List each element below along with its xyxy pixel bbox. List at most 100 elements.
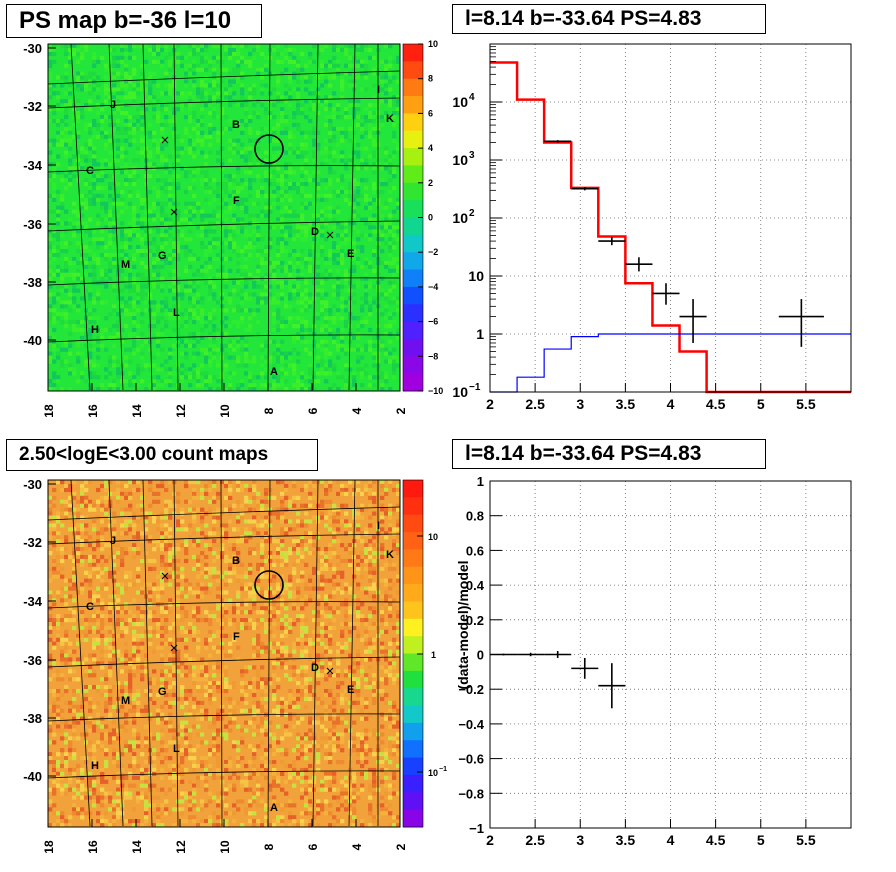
count-source-label-F: F [233, 631, 240, 643]
residual-xtick-label-6: 5 [757, 832, 765, 848]
count-grid-lon-7 [348, 479, 356, 827]
spectrum-xtick-label-3: 3.5 [616, 396, 636, 412]
ps-source-label-F: F [233, 195, 240, 207]
count-colorbar-step-16 [403, 757, 423, 776]
ps-source-label-I: I [377, 84, 380, 96]
count-grid-lat-5 [47, 770, 401, 779]
ps-colorbar-step-1 [403, 61, 423, 80]
ps-colorbar-step-9 [403, 200, 423, 218]
ps-colorbar-step-4 [403, 113, 423, 132]
residual-xtick-label-4: 4 [667, 832, 675, 848]
residual-xtick-label-1: 2.5 [525, 832, 545, 848]
ps-grid-lat-5 [47, 334, 401, 343]
ps-grid-lat-3 [47, 220, 401, 232]
count-map-pixels [48, 480, 401, 828]
count-xtick-label-8: 2 [394, 843, 408, 850]
ps-xtick-label-6: 6 [306, 407, 320, 414]
ps-source-label-A: A [270, 366, 278, 378]
residual-plot: 2 2.5 3 3.5 4 4.5 5 5.5 1 0.8 0.6 0.4 0.2 0 −0.2 −0.4 −0… [455, 474, 852, 848]
count-map-title: 2.50<logE<3.00 count maps [6, 439, 318, 471]
ps-colorbar-step-2 [403, 78, 423, 97]
ps-cross-0 [161, 136, 169, 144]
residual-ytick-label-0: 1 [477, 474, 484, 489]
count-grid-lon-5 [267, 479, 271, 827]
spectrum-xtick-label-5: 4.5 [706, 396, 726, 412]
count-colorbar-step-19 [403, 809, 423, 828]
ps-colorbar-step-13 [403, 269, 423, 288]
count-xtick-label-1: 16 [86, 840, 100, 854]
residual-ytick-label-5: 0 [477, 648, 484, 663]
ps-ytick-label-3: -36 [23, 217, 42, 232]
ps-source-circle [254, 134, 284, 164]
count-source-label-A: A [270, 802, 278, 814]
ps-grid-lat-2 [47, 165, 401, 173]
count-colorbar-step-15 [403, 740, 423, 759]
spectrum-xtick-label-0: 2 [486, 396, 494, 412]
spectrum-ytick-exp-0: 4 [469, 92, 475, 103]
count-source-label-M: M [121, 695, 130, 707]
ps-source-label-B: B [232, 119, 240, 131]
count-xtick-label-3: 12 [174, 840, 188, 854]
ps-grid-lon-5 [267, 43, 271, 391]
spectrum-series-1 [490, 333, 851, 393]
count-xtick-label-0: 18 [42, 840, 56, 854]
ps-cbtick-label-1: 8 [428, 74, 433, 84]
count-source-label-L: L [173, 743, 180, 755]
residual-ytick-label-6: −0.2 [458, 682, 484, 697]
spectrum-ytick-exp-5: −1 [469, 382, 481, 393]
count-ytick-label-2: -34 [23, 594, 43, 609]
spectrum-ytick-label-4: 1 [476, 326, 484, 342]
count-colorbar-step-6 [403, 584, 423, 602]
ps-xtick-label-7: 4 [350, 407, 364, 414]
count-grid-lon-3 [173, 479, 179, 827]
ps-source-label-D: D [311, 226, 319, 238]
ps-cbtick-label-7: −4 [428, 282, 438, 292]
ps-cbtick-label-0: 10 [428, 39, 438, 49]
ps-colorbar-step-6 [403, 148, 423, 166]
count-colorbar-step-1 [403, 497, 423, 516]
count-colorbar-step-9 [403, 636, 423, 654]
ps-ytick-label-5: -40 [23, 333, 42, 348]
residual-ytick-label-3: 0.4 [466, 578, 485, 593]
ps-xtick-label-0: 18 [42, 404, 56, 418]
ps-source-label-K: K [386, 113, 394, 125]
ps-ytick-label-4: -38 [23, 275, 42, 290]
count-cross-2 [326, 667, 334, 675]
ps-ytick-label-1: -32 [23, 99, 42, 114]
count-ytick-label-5: -40 [23, 769, 42, 784]
count-xtick-label-4: 10 [218, 840, 232, 854]
spectrum-title: l=8.14 b=-33.64 PS=4.83 [452, 4, 766, 34]
count-cross-1 [170, 644, 178, 652]
count-cbtick-exp-01: −1 [439, 766, 447, 773]
count-grid-lat-4 [47, 713, 401, 722]
count-grid-lon-4 [220, 479, 223, 827]
ps-cross-1 [170, 208, 178, 216]
residual-ytick-label-2: 0.6 [466, 543, 484, 558]
spectrum-ytick-label-2: 10 [452, 210, 468, 226]
ps-colorbar-step-19 [403, 373, 423, 392]
ps-colorbar-step-16 [403, 321, 423, 340]
count-colorbar-step-8 [403, 618, 423, 637]
ps-cross-2 [326, 231, 334, 239]
count-grid-lon-6 [312, 479, 319, 827]
count-grid-lat-0 [47, 506, 401, 521]
ps-grid-lon-1 [108, 43, 124, 391]
residual-ytick-label-9: −0.8 [458, 786, 484, 801]
ps-cbtick-label-3: 4 [428, 143, 433, 153]
count-xtick-label-7: 4 [350, 843, 364, 850]
count-source-label-E: E [347, 684, 354, 696]
count-grid-lat-2 [47, 601, 401, 609]
count-xtick-label-5: 8 [262, 843, 276, 850]
ps-colorbar-step-11 [403, 234, 423, 253]
count-colorbar-step-2 [403, 514, 423, 533]
count-grid-lon-2 [142, 479, 153, 827]
ps-source-label-L: L [173, 307, 180, 319]
count-source-label-B: B [232, 555, 240, 567]
count-cbtick-label-1: 1 [431, 650, 436, 660]
ps-grid-lat-4 [47, 277, 401, 286]
count-cross-0 [161, 572, 169, 580]
ps-cbtick-label-2: 6 [428, 108, 433, 118]
ps-colorbar-step-12 [403, 252, 423, 271]
